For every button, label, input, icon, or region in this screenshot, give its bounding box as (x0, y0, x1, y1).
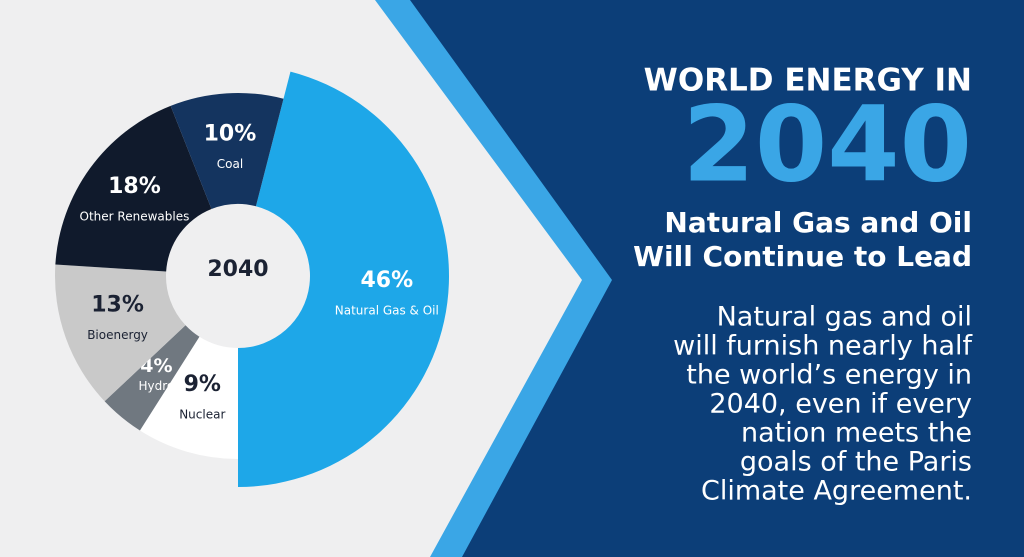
slice (104, 325, 200, 431)
value-label: 18% (108, 174, 161, 199)
center-label: 2040 (207, 257, 268, 282)
value-label: 4% (140, 355, 172, 377)
category-label: Hydro (139, 379, 175, 393)
slice (139, 336, 238, 459)
blue-panel (410, 0, 1024, 557)
value-label: 9% (184, 372, 221, 397)
body-line: goals of the Paris (740, 447, 972, 478)
category-label: Coal (217, 157, 243, 171)
category-label: Natural Gas & Oil (335, 303, 439, 317)
body-line: 2040, even if every (709, 389, 972, 420)
value-label: 46% (360, 268, 413, 293)
category-label: Nuclear (179, 407, 225, 421)
slice (54, 264, 186, 402)
subheading-line: Natural Gas and Oil (664, 206, 972, 239)
body-line: Climate Agreement. (701, 476, 972, 507)
body-line: the world’s energy in (686, 360, 972, 391)
slice (170, 92, 284, 210)
body-line: nation meets the (741, 418, 972, 449)
subheading-line: Will Continue to Lead (633, 240, 972, 273)
heading: WORLD ENERGY IN (644, 63, 972, 99)
category-label: Other Renewables (80, 209, 190, 223)
category-label: Bioenergy (87, 328, 148, 342)
value-label: 13% (91, 292, 144, 317)
slice (238, 71, 450, 488)
body-line: Natural gas and oil (717, 302, 972, 333)
donut-chart: 46% Natural Gas & Oil 9% Nuclear 4% Hydro 13% B… (54, 71, 450, 488)
slice (55, 105, 212, 272)
year: 2040 (683, 83, 972, 205)
value-label: 10% (204, 121, 257, 146)
body-line: will furnish nearly half (673, 331, 973, 362)
